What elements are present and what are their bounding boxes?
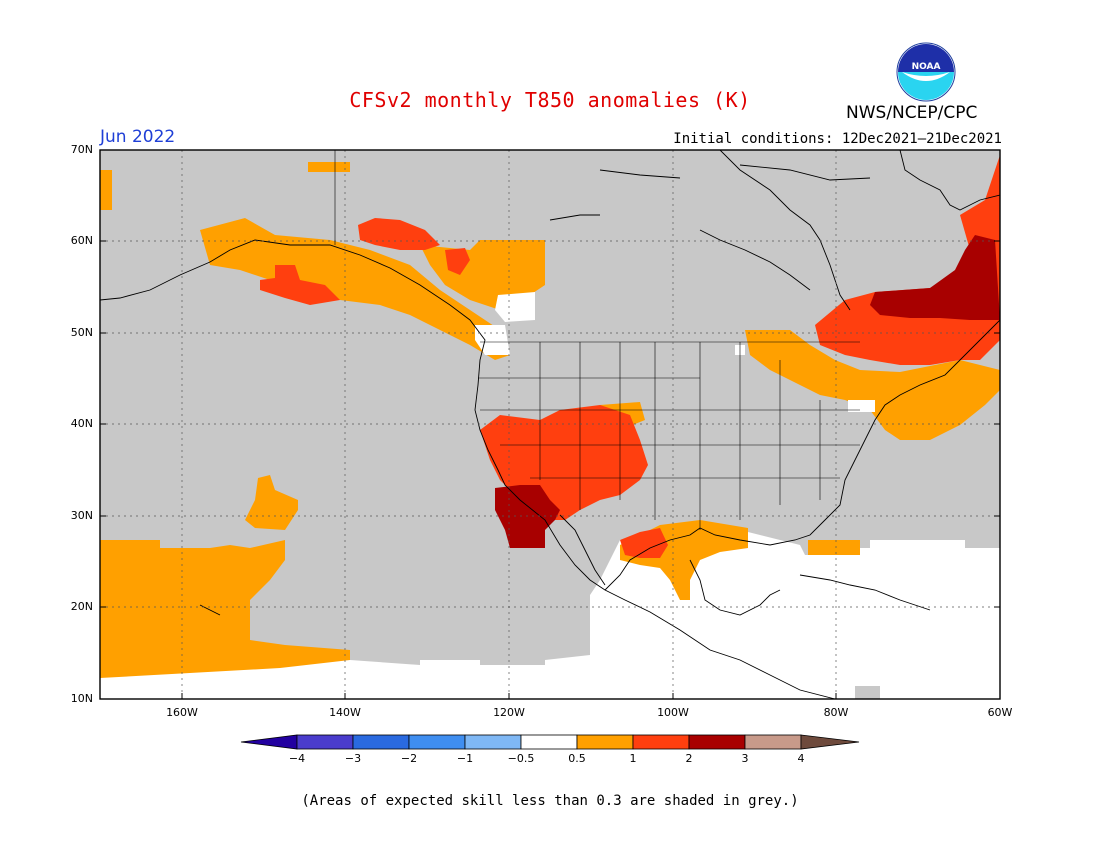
anomaly-0-5-to-1: [100, 162, 1000, 678]
agency-label: NWS/NCEP/CPC: [846, 103, 978, 123]
forecast-month: Jun 2022: [100, 127, 176, 147]
lat-label: 20N: [70, 600, 93, 613]
lon-label: 80W: [823, 706, 849, 719]
colorbar-swatch: [688, 734, 746, 750]
coastlines: [100, 150, 1000, 699]
colorbar-swatch-gt-4: [800, 734, 860, 750]
colorbar-label: 1: [629, 752, 637, 765]
colorbar-swatch: [520, 734, 578, 750]
colorbar-label: 4: [797, 752, 805, 765]
lon-label: 100W: [657, 706, 689, 719]
colorbar-swatch: [744, 734, 802, 750]
lat-label: 50N: [70, 326, 93, 339]
colorbar-swatch: [464, 734, 522, 750]
colorbar-label: 2: [685, 752, 693, 765]
initial-conditions: Initial conditions: 12Dec2021–21Dec2021: [673, 131, 1002, 147]
colorbar-label: 0.5: [568, 752, 586, 765]
colorbar-swatch: [632, 734, 690, 750]
colorbar-label: −2: [400, 752, 418, 765]
colorbar-swatch-lt-4: [240, 734, 298, 750]
lat-label: 40N: [70, 417, 93, 430]
state-borders: [334, 150, 860, 530]
colorbar-swatch: [296, 734, 354, 750]
lon-label: 60W: [987, 706, 1013, 719]
colorbar-label: −3: [344, 752, 362, 765]
colorbar-swatch: [352, 734, 410, 750]
noaa-logo-text: NOAA: [912, 62, 941, 72]
lat-label: 30N: [70, 509, 93, 522]
map-title: CFSv2 monthly T850 anomalies (K): [349, 88, 751, 112]
lat-label: 10N: [70, 692, 93, 705]
skill-footnote: (Areas of expected skill less than 0.3 a…: [301, 793, 799, 809]
colorbar: [240, 734, 860, 750]
colorbar-label: −4: [288, 752, 306, 765]
lat-label: 60N: [70, 234, 93, 247]
colorbar-label: −0.5: [507, 752, 535, 765]
colorbar-label: −1: [456, 752, 474, 765]
colorbar-swatch: [576, 734, 634, 750]
near-zero-patches: [475, 292, 875, 412]
gridlines: [100, 150, 1000, 699]
noaa-logo: NOAA: [896, 42, 956, 102]
grey-patch-caribbean: [855, 686, 880, 699]
colorbar-label: 3: [741, 752, 749, 765]
lat-label: 70N: [70, 143, 93, 156]
lon-label: 140W: [329, 706, 361, 719]
colorbar-swatch: [408, 734, 466, 750]
axis-ticks: [100, 149, 1001, 700]
anomaly-2-to-3: [495, 235, 1000, 548]
lon-label: 120W: [493, 706, 525, 719]
lon-label: 160W: [166, 706, 198, 719]
